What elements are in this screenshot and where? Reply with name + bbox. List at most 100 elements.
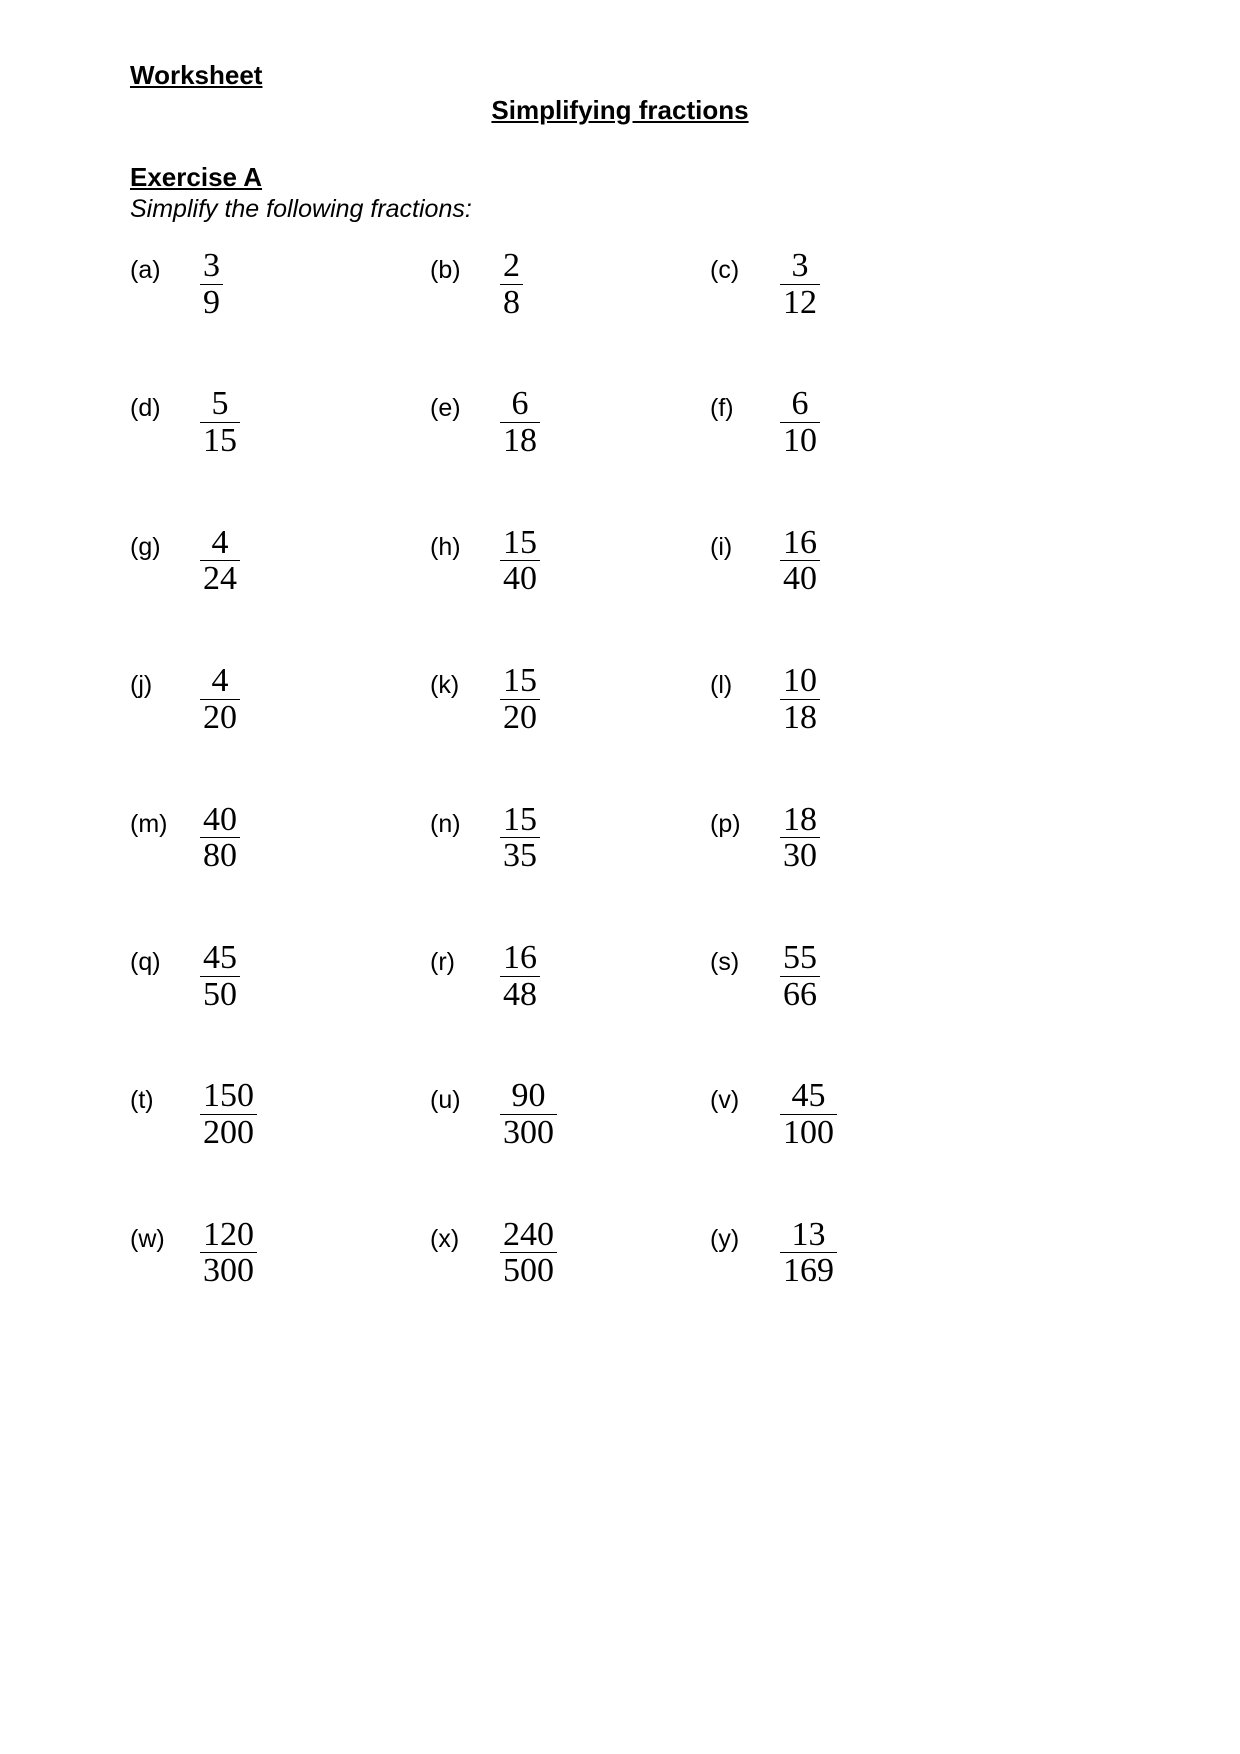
problem: (d)515: [130, 386, 430, 458]
problem-row: (t)150200(u)90300(v)45100: [130, 1078, 1110, 1150]
problem: (a)39: [130, 248, 430, 320]
fraction-numerator: 16: [780, 525, 820, 561]
fraction-numerator: 16: [500, 940, 540, 976]
fraction-numerator: 240: [500, 1217, 557, 1253]
fraction-denominator: 30: [780, 837, 820, 874]
problem-label: (l): [710, 663, 780, 700]
problem: (f)610: [710, 386, 820, 458]
problem-label: (r): [430, 940, 500, 977]
fraction-numerator: 5: [209, 386, 232, 422]
problem: (k)1520: [430, 663, 710, 735]
problem-label: (q): [130, 940, 200, 977]
problem-label: (f): [710, 386, 780, 423]
fraction-denominator: 8: [500, 284, 523, 321]
fraction: 240500: [500, 1217, 557, 1289]
fraction-denominator: 300: [500, 1114, 557, 1151]
problem-label: (m): [130, 802, 200, 839]
fraction-numerator: 15: [500, 663, 540, 699]
problem-label: (i): [710, 525, 780, 562]
fraction: 4080: [200, 802, 240, 874]
fraction-denominator: 40: [500, 560, 540, 597]
problem: (g)424: [130, 525, 430, 597]
fraction: 610: [780, 386, 820, 458]
fraction: 45100: [780, 1078, 837, 1150]
fraction-numerator: 3: [200, 248, 223, 284]
fraction-denominator: 300: [200, 1252, 257, 1289]
problem-row: (w)120300(x)240500(y)13169: [130, 1217, 1110, 1289]
fraction: 39: [200, 248, 223, 320]
problem-label: (g): [130, 525, 200, 562]
problem-row: (d)515(e)618(f)610: [130, 386, 1110, 458]
problem-label: (h): [430, 525, 500, 562]
fraction-numerator: 13: [789, 1217, 829, 1253]
problem-label: (u): [430, 1078, 500, 1115]
problem-row: (m)4080 (n)1535(p)1830: [130, 802, 1110, 874]
fraction: 420: [200, 663, 240, 735]
fraction-numerator: 55: [780, 940, 820, 976]
worksheet-page: Worksheet Simplifying fractions Exercise…: [0, 0, 1240, 1415]
problem-label: (t): [130, 1078, 200, 1115]
problem: (h)1540: [430, 525, 710, 597]
fraction-numerator: 45: [200, 940, 240, 976]
fraction-denominator: 200: [200, 1114, 257, 1151]
problem: (n)1535: [430, 802, 710, 874]
fraction-denominator: 169: [780, 1252, 837, 1289]
fraction-numerator: 90: [509, 1078, 549, 1114]
fraction-denominator: 35: [500, 837, 540, 874]
problem: (e)618: [430, 386, 710, 458]
fraction: 120300: [200, 1217, 257, 1289]
problem-label: (k): [430, 663, 500, 700]
problem-label: (y): [710, 1217, 780, 1254]
problem: (t)150200: [130, 1078, 430, 1150]
fraction: 1648: [500, 940, 540, 1012]
problem-row: (g)424(h)1540(i)1640: [130, 525, 1110, 597]
fraction-numerator: 4: [209, 663, 232, 699]
fraction-numerator: 6: [789, 386, 812, 422]
fraction-numerator: 6: [509, 386, 532, 422]
problem: (b)28: [430, 248, 710, 320]
problem-label: (j): [130, 663, 200, 700]
fraction: 150200: [200, 1078, 257, 1150]
fraction: 13169: [780, 1217, 837, 1289]
fraction: 1540: [500, 525, 540, 597]
problem: (c)312: [710, 248, 820, 320]
problem-label: (e): [430, 386, 500, 423]
problem-label: (w): [130, 1217, 200, 1254]
problem-label: (p): [710, 802, 780, 839]
fraction-denominator: 10: [780, 422, 820, 459]
fraction-denominator: 500: [500, 1252, 557, 1289]
fraction: 618: [500, 386, 540, 458]
fraction-denominator: 24: [200, 560, 240, 597]
problem: (q)4550: [130, 940, 430, 1012]
fraction-denominator: 18: [500, 422, 540, 459]
fraction-numerator: 120: [200, 1217, 257, 1253]
problem-label: (s): [710, 940, 780, 977]
fraction-denominator: 48: [500, 976, 540, 1013]
fraction: 1535: [500, 802, 540, 874]
fraction: 1018: [780, 663, 820, 735]
problem-label: (c): [710, 248, 780, 285]
fraction-numerator: 2: [500, 248, 523, 284]
problem-label: (a): [130, 248, 200, 285]
fraction: 312: [780, 248, 820, 320]
fraction-denominator: 20: [500, 699, 540, 736]
fraction: 90300: [500, 1078, 557, 1150]
fraction-denominator: 80: [200, 837, 240, 874]
fraction-denominator: 100: [780, 1114, 837, 1151]
fraction-denominator: 9: [200, 284, 223, 321]
fraction: 515: [200, 386, 240, 458]
problem: (r)1648: [430, 940, 710, 1012]
fraction: 1640: [780, 525, 820, 597]
fraction: 1520: [500, 663, 540, 735]
fraction-denominator: 66: [780, 976, 820, 1013]
problem-row: (a)39(b)28(c)312: [130, 248, 1110, 320]
problems-grid: (a)39(b)28(c)312(d)515(e)618(f)610(g)424…: [130, 248, 1110, 1289]
fraction-numerator: 15: [500, 525, 540, 561]
problem: (y)13169: [710, 1217, 837, 1289]
fraction-numerator: 40: [200, 802, 240, 838]
problem: (p)1830: [710, 802, 820, 874]
instructions: Simplify the following fractions:: [130, 195, 1110, 224]
problem: (v)45100: [710, 1078, 837, 1150]
fraction-denominator: 40: [780, 560, 820, 597]
problem: (j)420: [130, 663, 430, 735]
